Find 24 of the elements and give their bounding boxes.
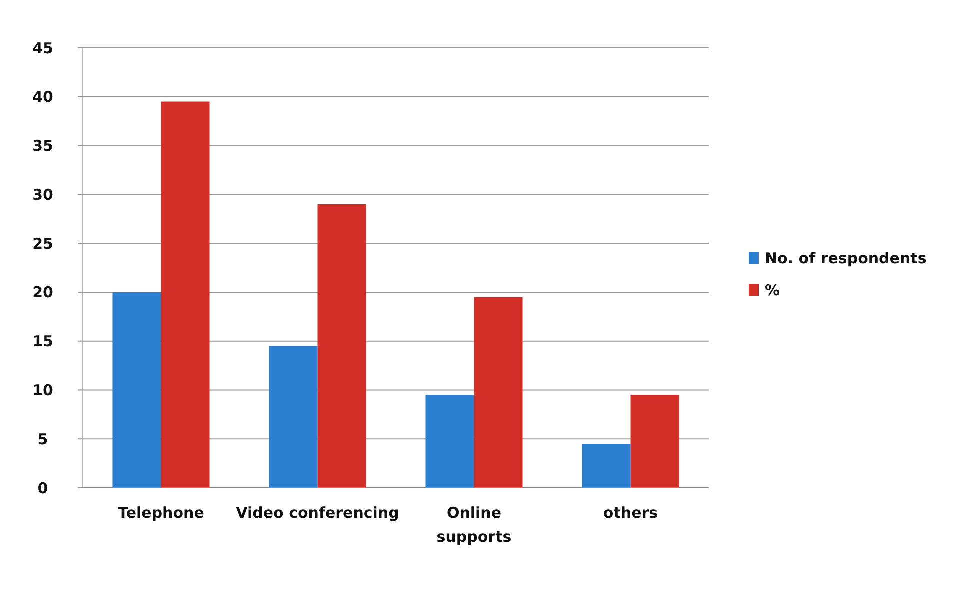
bar bbox=[269, 346, 318, 488]
y-tick-label: 35 bbox=[32, 137, 54, 156]
bar bbox=[474, 297, 523, 488]
y-tick-label: 15 bbox=[32, 332, 54, 351]
x-tick-label: Online supports bbox=[436, 504, 512, 546]
y-tick-label: 5 bbox=[38, 430, 48, 448]
legend-label: % bbox=[765, 281, 780, 300]
bar bbox=[630, 395, 680, 488]
y-tick-label: 10 bbox=[32, 381, 54, 400]
y-tick-label: 0 bbox=[38, 479, 48, 498]
x-tick-label: Telephone bbox=[118, 504, 204, 522]
x-tick-label: others bbox=[603, 504, 658, 522]
y-tick-label: 25 bbox=[32, 234, 54, 253]
bar bbox=[582, 444, 631, 488]
bar bbox=[426, 395, 474, 488]
y-tick-label: 45 bbox=[32, 39, 54, 58]
bar bbox=[161, 102, 210, 488]
y-tick-label: 20 bbox=[32, 284, 54, 302]
x-tick-label: Video conferencing bbox=[236, 504, 400, 522]
y-tick-label: 40 bbox=[32, 88, 54, 106]
bar bbox=[112, 292, 162, 488]
bar bbox=[318, 204, 366, 488]
legend-label: No. of respondents bbox=[765, 249, 927, 268]
y-tick-label: 30 bbox=[32, 186, 54, 204]
